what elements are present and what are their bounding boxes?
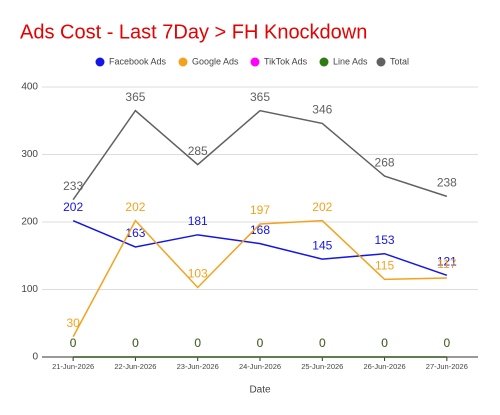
y-tick-label: 100 xyxy=(21,284,38,295)
legend-marker xyxy=(376,57,386,67)
data-label: 145 xyxy=(312,238,332,252)
legend-label: Google Ads xyxy=(192,56,239,66)
data-label: 0 xyxy=(319,336,326,350)
y-tick-label: 300 xyxy=(21,149,38,160)
data-label: 30 xyxy=(66,316,80,330)
data-label: 202 xyxy=(312,200,332,214)
legend-marker xyxy=(178,57,188,67)
series-line xyxy=(72,219,448,277)
y-tick-label: 400 xyxy=(21,82,38,93)
y-tick-label: 0 xyxy=(32,352,38,363)
legend-marker xyxy=(319,57,329,67)
series-line xyxy=(72,109,448,201)
data-label: 0 xyxy=(257,336,264,350)
legend-label: TikTok Ads xyxy=(264,56,308,66)
x-tick-label: 26-Jun-2026 xyxy=(364,362,406,371)
data-label: 168 xyxy=(250,223,270,237)
data-label: 202 xyxy=(63,200,83,214)
series-line xyxy=(72,219,447,338)
data-label: 121 xyxy=(437,254,457,268)
x-tick-label: 21-Jun-2026 xyxy=(52,362,94,371)
x-tick-label: 23-Jun-2026 xyxy=(177,362,219,371)
data-label: 181 xyxy=(188,214,208,228)
data-label: 365 xyxy=(125,90,145,104)
x-axis-title: Date xyxy=(249,385,271,396)
data-label: 117 xyxy=(437,257,456,271)
data-label: 0 xyxy=(381,336,388,350)
data-label: 197 xyxy=(250,203,270,217)
data-label: 0 xyxy=(381,336,388,350)
data-label: 0 xyxy=(70,336,77,350)
data-label: 0 xyxy=(194,336,201,350)
x-tick-label: 27-Jun-2026 xyxy=(426,362,468,371)
data-label: 238 xyxy=(437,176,457,190)
legend-marker xyxy=(95,57,105,67)
y-tick-label: 200 xyxy=(21,217,38,228)
x-tick-label: 25-Jun-2026 xyxy=(301,362,343,371)
legend-label: Line Ads xyxy=(333,56,368,66)
chart-title: Ads Cost - Last 7Day > FH Knockdown xyxy=(20,21,367,43)
data-label: 0 xyxy=(257,336,264,350)
data-label: 268 xyxy=(375,155,395,169)
x-tick-label: 22-Jun-2026 xyxy=(114,362,156,371)
data-label: 0 xyxy=(444,336,451,350)
data-label: 115 xyxy=(375,259,394,273)
data-label: 202 xyxy=(125,200,145,214)
data-label: 0 xyxy=(194,336,201,350)
data-label: 365 xyxy=(250,90,270,104)
x-tick-label: 24-Jun-2026 xyxy=(239,362,281,371)
data-label: 346 xyxy=(312,103,332,117)
data-label: 103 xyxy=(188,267,208,281)
data-label: 0 xyxy=(132,336,139,350)
data-label: 153 xyxy=(375,233,395,247)
data-label: 0 xyxy=(319,336,326,350)
data-label: 0 xyxy=(70,336,77,350)
data-label: 0 xyxy=(132,336,139,350)
legend-label: Facebook Ads xyxy=(109,56,167,66)
data-label: 233 xyxy=(63,179,83,193)
legend-label: Total xyxy=(390,56,409,66)
legend-marker xyxy=(250,57,260,67)
data-label: 285 xyxy=(188,144,208,158)
data-label: 0 xyxy=(444,336,451,350)
